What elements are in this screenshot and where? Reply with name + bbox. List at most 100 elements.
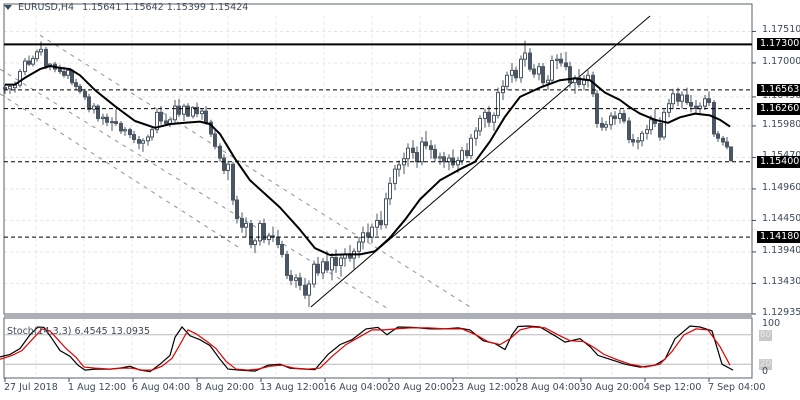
chart-title-bar: EURUSD,H4 1.15641 1.15642 1.15399 1.1542… <box>4 2 248 13</box>
indicator-level-label: 100 <box>762 318 781 329</box>
candle-bull <box>469 137 473 157</box>
candle-bull <box>460 150 464 162</box>
candle-bull <box>519 58 523 79</box>
main-panel-border <box>3 3 753 315</box>
candle-bear <box>62 71 66 76</box>
price-tick-label: 1.17000 <box>762 55 800 67</box>
candle-bull <box>456 160 460 166</box>
candle-bear <box>325 261 329 271</box>
candle-bear <box>676 93 680 102</box>
candle-bull <box>200 110 204 115</box>
candle-bear <box>105 116 109 123</box>
candle-bear <box>532 68 536 75</box>
candle-bear <box>415 151 419 163</box>
candle-bull <box>253 240 257 246</box>
candle-bear <box>298 277 302 286</box>
indicator-label: Stoch(14,3,3) 6.4545 13.0935 <box>7 326 151 337</box>
candle-bull <box>618 113 622 120</box>
candle-bull <box>384 198 388 226</box>
candle-bull <box>492 114 496 123</box>
candle-bear <box>58 68 62 73</box>
time-tick-label: 4 Sep 12:00 <box>644 382 702 393</box>
candle-bear <box>222 157 226 171</box>
candle-bull <box>649 119 653 131</box>
candle-bull <box>662 111 666 138</box>
candle-bull <box>406 147 410 160</box>
candle-bull <box>23 60 27 73</box>
candle-bull <box>510 69 514 76</box>
stoch-k-line <box>0 325 734 373</box>
moving-average-line <box>5 65 731 256</box>
candle-bull <box>555 58 559 61</box>
candle-bull <box>173 105 177 121</box>
candle-bull <box>244 223 248 228</box>
candle-bear <box>87 96 91 110</box>
candle-bear <box>487 111 491 123</box>
candle-bull <box>155 111 159 131</box>
candle-bear <box>27 60 31 65</box>
candle-bear <box>559 58 563 64</box>
candle-bear <box>433 148 437 159</box>
candle-bear <box>729 146 733 162</box>
candle-bull <box>267 235 271 241</box>
time-tick-label: 20 Aug 20:00 <box>388 382 453 393</box>
candle-bear <box>564 62 568 68</box>
candle-bear <box>334 256 338 267</box>
candle-bear <box>213 133 217 147</box>
candle-bull <box>146 136 150 142</box>
candle-bear <box>44 48 48 67</box>
candle-bear <box>164 120 168 124</box>
candle-bull <box>447 157 451 163</box>
candle-bear <box>235 199 239 220</box>
candle-bear <box>514 69 518 79</box>
candle-bull <box>550 59 554 81</box>
candle-bull <box>680 94 684 102</box>
candle-bear <box>78 85 82 92</box>
time-tick-label: 16 Aug 04:00 <box>324 382 389 393</box>
candle-bear <box>83 90 87 98</box>
candle-bear <box>204 110 208 123</box>
candle-bear <box>231 163 235 201</box>
candle-bear <box>577 77 581 86</box>
indicator-panel-border <box>3 317 753 379</box>
candle-bear <box>276 236 280 246</box>
indicator-level-label: 0 <box>762 366 769 377</box>
candle-bear <box>465 150 469 157</box>
candle-bull <box>393 168 397 184</box>
candle-bull <box>321 261 325 274</box>
candle-bear <box>128 129 132 136</box>
candle-bear <box>631 139 635 143</box>
candle-bull <box>667 103 671 113</box>
candle-bull <box>110 121 114 124</box>
price-level-tag: 1.16563 <box>757 83 800 96</box>
price-tick-label: 1.14450 <box>762 213 800 225</box>
candle-bear <box>716 133 720 139</box>
candle-bull <box>66 69 70 76</box>
candle-bull <box>35 51 39 60</box>
time-tick-label: 28 Aug 04:00 <box>516 382 581 393</box>
candle-bull <box>474 130 478 139</box>
indicator-level-label: 80 <box>759 329 772 341</box>
candle-bull <box>312 263 316 285</box>
candle-bull <box>191 106 195 117</box>
price-tick-label: 1.14960 <box>762 181 800 193</box>
candle-bear <box>303 284 307 296</box>
candle-bull <box>645 129 649 134</box>
candle-bull <box>523 52 527 60</box>
candle-bull <box>18 71 22 86</box>
candle-bear <box>218 145 222 159</box>
candle-bull <box>370 226 374 238</box>
candle-bear <box>627 120 631 141</box>
candle-bull <box>39 48 43 53</box>
candle-bear <box>280 244 284 255</box>
collapse-arrow-icon[interactable] <box>4 5 12 10</box>
candle-bear <box>177 105 181 115</box>
candle-bull <box>483 111 487 120</box>
price-level-tag: 1.17300 <box>757 38 800 51</box>
candle-bull <box>420 141 424 163</box>
candle-bull <box>101 116 105 120</box>
candle-bull <box>636 140 640 143</box>
candle-bull <box>375 219 379 228</box>
candle-bear <box>600 122 604 128</box>
